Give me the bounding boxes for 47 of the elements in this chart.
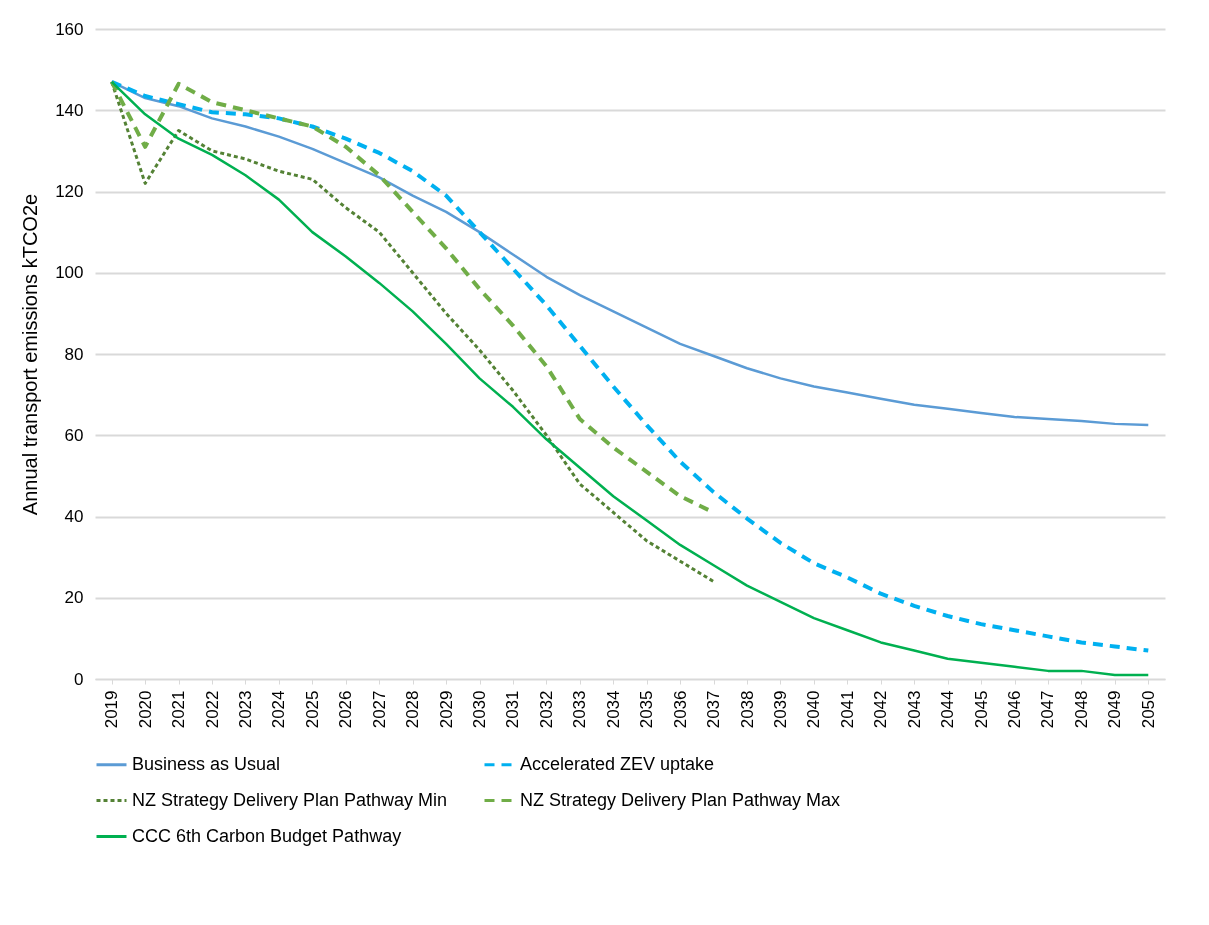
x-tick-label: 2040 [804,690,824,729]
x-tick-label: 2032 [536,690,556,729]
y-tick-label: 40 [64,507,84,526]
y-tick-label: 20 [64,588,84,608]
x-tick-label: 2033 [570,690,590,729]
x-tick-label: 2037 [704,690,724,729]
x-tick-label: 2048 [1071,690,1091,729]
y-tick-label: 100 [55,263,84,283]
x-tick-label: 2035 [637,690,657,729]
y-tick-label: 160 [55,19,84,39]
legend-label: NZ Strategy Delivery Plan Pathway Min [132,789,448,810]
x-tick-label: 2050 [1138,690,1158,729]
x-tick-label: 2045 [971,690,991,729]
x-tick-label: 2041 [837,690,857,729]
y-tick-label: 80 [64,344,84,364]
y-axis-title: Annual transport emissions kTCO2e [19,193,42,516]
x-tick-label: 2031 [503,690,523,729]
y-tick-label: 120 [55,182,84,201]
x-tick-label: 2034 [603,690,623,729]
x-tick-label: 2029 [436,690,456,729]
x-tick-label: 2046 [1005,690,1025,729]
x-tick-label: 2019 [102,690,122,729]
y-tick-label: 140 [55,100,84,120]
x-tick-label: 2027 [369,690,389,729]
x-tick-label: 2023 [235,690,255,729]
x-tick-label: 2049 [1105,690,1125,729]
x-tick-label: 2021 [169,690,189,729]
legend-label: Business as Usual [132,753,281,774]
x-tick-label: 2042 [871,690,891,729]
x-tick-label: 2026 [336,690,356,729]
x-tick-label: 2028 [403,690,423,729]
y-tick-label: 60 [64,425,84,445]
x-tick-label: 2036 [670,690,690,729]
x-tick-label: 2047 [1038,690,1058,729]
y-tick-label: 0 [74,669,84,689]
x-tick-label: 2039 [770,690,790,729]
legend-label: NZ Strategy Delivery Plan Pathway Max [520,789,841,810]
x-tick-label: 2030 [470,690,490,729]
x-tick-label: 2044 [938,690,958,729]
x-tick-label: 2025 [302,690,322,729]
legend-label: CCC 6th Carbon Budget Pathway [132,825,402,846]
x-tick-label: 2022 [202,690,222,729]
x-tick-label: 2024 [269,690,289,729]
x-tick-label: 2043 [904,690,924,729]
legend-label: Accelerated ZEV uptake [520,753,715,774]
x-tick-label: 2038 [737,690,757,729]
x-tick-label: 2020 [135,690,155,729]
